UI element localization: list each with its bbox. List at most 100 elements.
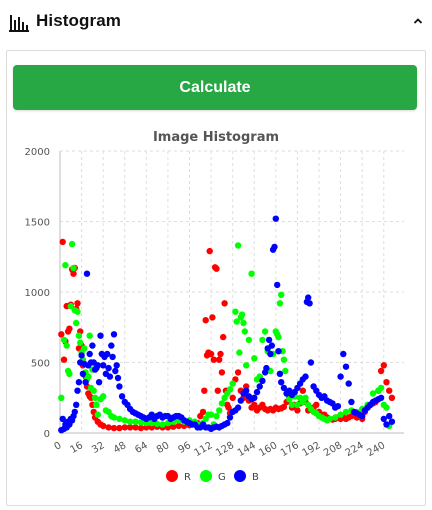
data-point bbox=[237, 397, 244, 404]
data-point bbox=[251, 401, 258, 408]
data-point bbox=[229, 380, 236, 387]
data-point bbox=[377, 394, 385, 401]
data-point bbox=[121, 417, 128, 424]
data-point bbox=[294, 407, 301, 414]
data-point bbox=[78, 352, 85, 359]
data-point bbox=[121, 424, 128, 431]
data-point bbox=[224, 419, 231, 427]
data-point bbox=[175, 422, 182, 430]
data-point bbox=[137, 424, 145, 432]
data-point bbox=[116, 383, 123, 390]
data-point bbox=[132, 418, 139, 425]
data-point bbox=[100, 393, 107, 400]
data-point bbox=[73, 401, 80, 408]
calculate-button[interactable]: Calculate bbox=[13, 65, 417, 110]
data-point bbox=[261, 328, 269, 335]
legend-label: R bbox=[184, 472, 191, 483]
data-point bbox=[280, 384, 288, 392]
chart-title: Image Histogram bbox=[153, 130, 279, 145]
data-point bbox=[226, 414, 234, 421]
data-point bbox=[66, 370, 73, 377]
data-point bbox=[58, 331, 65, 338]
data-point bbox=[305, 294, 312, 301]
x-tick-label: 32 bbox=[90, 440, 107, 456]
data-point bbox=[267, 350, 274, 358]
data-point bbox=[106, 373, 114, 380]
data-point bbox=[216, 356, 223, 363]
data-point bbox=[73, 319, 80, 327]
data-point bbox=[294, 401, 301, 408]
data-point bbox=[126, 418, 134, 425]
data-point bbox=[116, 424, 123, 432]
data-point bbox=[241, 328, 248, 335]
x-tick-label: 176 bbox=[279, 440, 301, 459]
data-point bbox=[220, 333, 227, 341]
data-point bbox=[265, 336, 273, 344]
data-point bbox=[70, 270, 77, 277]
data-point bbox=[306, 300, 313, 307]
data-point bbox=[213, 412, 220, 420]
data-point bbox=[58, 394, 65, 401]
data-point bbox=[299, 387, 306, 394]
data-point bbox=[75, 379, 83, 386]
data-point bbox=[60, 356, 68, 363]
x-tick-label: 208 bbox=[322, 440, 344, 459]
data-point bbox=[67, 302, 75, 310]
y-tick-label: 500 bbox=[31, 359, 50, 370]
histogram-card bbox=[6, 50, 426, 506]
x-tick-label: 96 bbox=[176, 440, 193, 456]
legend-swatch bbox=[200, 470, 212, 482]
data-point bbox=[75, 332, 83, 339]
data-point bbox=[369, 390, 377, 397]
data-point bbox=[218, 400, 226, 407]
data-point bbox=[104, 350, 111, 358]
bar-chart-icon bbox=[9, 15, 29, 32]
data-point bbox=[159, 421, 166, 428]
data-point bbox=[229, 394, 236, 401]
data-point bbox=[100, 422, 107, 430]
legend-label: G bbox=[218, 472, 226, 483]
data-point bbox=[232, 308, 239, 315]
collapse-button[interactable] bbox=[410, 10, 426, 32]
data-point bbox=[348, 398, 355, 406]
data-point bbox=[109, 353, 116, 361]
data-point bbox=[332, 414, 339, 421]
data-point bbox=[110, 414, 118, 421]
x-tick-label: 48 bbox=[112, 440, 129, 456]
data-point bbox=[112, 367, 119, 375]
x-tick-label: 128 bbox=[214, 440, 236, 459]
data-point bbox=[74, 308, 81, 315]
data-point bbox=[383, 404, 390, 411]
data-point bbox=[93, 401, 100, 408]
data-point bbox=[70, 264, 77, 272]
data-point bbox=[202, 317, 209, 324]
data-point bbox=[90, 387, 97, 394]
data-point bbox=[386, 387, 393, 394]
data-point bbox=[209, 314, 216, 321]
data-point bbox=[95, 379, 103, 386]
data-point bbox=[153, 420, 161, 427]
data-point bbox=[77, 339, 84, 346]
data-point bbox=[233, 318, 240, 325]
data-point bbox=[259, 377, 266, 384]
data-point bbox=[59, 415, 66, 423]
data-point bbox=[74, 387, 81, 394]
data-point bbox=[199, 408, 207, 416]
x-tick-label: 16 bbox=[69, 440, 86, 456]
data-point bbox=[110, 424, 118, 432]
data-point bbox=[340, 350, 347, 358]
x-tick-label: 224 bbox=[344, 440, 366, 459]
data-point bbox=[60, 336, 68, 344]
data-point bbox=[170, 423, 177, 430]
data-point bbox=[263, 364, 270, 372]
data-point bbox=[240, 319, 247, 327]
data-point bbox=[278, 379, 285, 386]
data-point bbox=[276, 370, 284, 377]
data-point bbox=[251, 394, 258, 401]
data-point bbox=[216, 407, 223, 414]
data-point bbox=[388, 418, 396, 425]
data-point bbox=[94, 411, 102, 418]
data-point bbox=[118, 393, 126, 400]
data-point bbox=[86, 332, 93, 339]
y-tick-label: 1500 bbox=[25, 218, 50, 229]
